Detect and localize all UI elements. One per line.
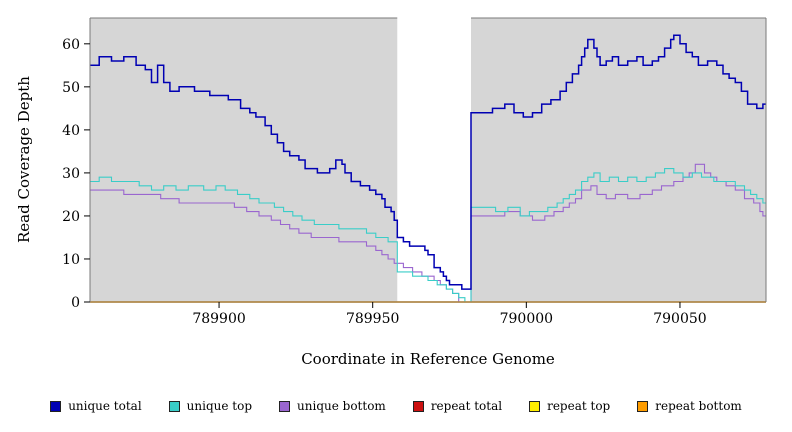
legend-label: repeat bottom (655, 399, 742, 413)
unique-total-swatch-icon (50, 400, 62, 412)
legend-item-repeat-total: repeat total (412, 399, 503, 413)
svg-text:0: 0 (71, 295, 80, 311)
svg-text:790000: 790000 (500, 311, 553, 327)
unique-bottom-swatch-icon (279, 400, 291, 412)
legend-label: unique total (68, 399, 142, 413)
y-axis-title: Read Coverage Depth (15, 76, 33, 244)
svg-text:790050: 790050 (653, 311, 706, 327)
repeat-bottom-swatch-icon (637, 400, 649, 412)
svg-text:789950: 789950 (346, 311, 399, 327)
chart-legend: unique total unique top unique bottom re… (0, 399, 792, 413)
svg-text:40: 40 (62, 123, 80, 139)
legend-label: unique top (186, 399, 253, 413)
x-axis-title: Coordinate in Reference Genome (301, 350, 555, 368)
legend-item-unique-top: unique top (168, 399, 253, 413)
legend-item-unique-bottom: unique bottom (279, 399, 386, 413)
svg-text:10: 10 (62, 252, 80, 268)
svg-text:20: 20 (62, 209, 80, 225)
unique-top-swatch-icon (168, 400, 180, 412)
legend-item-repeat-bottom: repeat bottom (637, 399, 742, 413)
legend-label: unique bottom (297, 399, 386, 413)
svg-text:789900: 789900 (192, 311, 245, 327)
coverage-plot: 789900 789950 790000 790050 0 10 20 30 40 50 60 (62, 17, 767, 327)
legend-item-unique-total: unique total (50, 399, 142, 413)
repeat-total-swatch-icon (412, 400, 424, 412)
svg-text:60: 60 (62, 37, 80, 53)
legend-label: repeat total (430, 399, 503, 413)
repeat-top-swatch-icon (529, 400, 541, 412)
svg-text:50: 50 (62, 80, 80, 96)
legend-item-repeat-top: repeat top (529, 399, 610, 413)
legend-label: repeat top (547, 399, 611, 413)
svg-text:30: 30 (62, 166, 80, 182)
